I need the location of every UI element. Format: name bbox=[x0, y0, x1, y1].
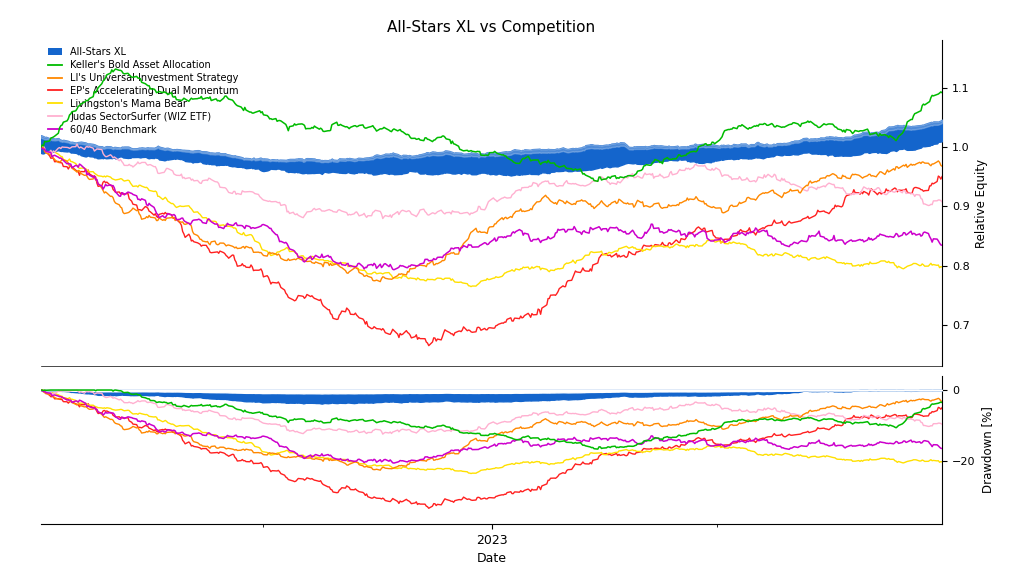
Y-axis label: Relative Equity: Relative Equity bbox=[975, 159, 988, 248]
Legend: All-Stars XL, Keller's Bold Asset Allocation, LI's Universal Investment Strategy: All-Stars XL, Keller's Bold Asset Alloca… bbox=[44, 43, 243, 138]
Title: All-Stars XL vs Competition: All-Stars XL vs Competition bbox=[387, 20, 596, 35]
X-axis label: Date: Date bbox=[476, 552, 507, 566]
Y-axis label: Drawdown [%]: Drawdown [%] bbox=[981, 407, 994, 494]
